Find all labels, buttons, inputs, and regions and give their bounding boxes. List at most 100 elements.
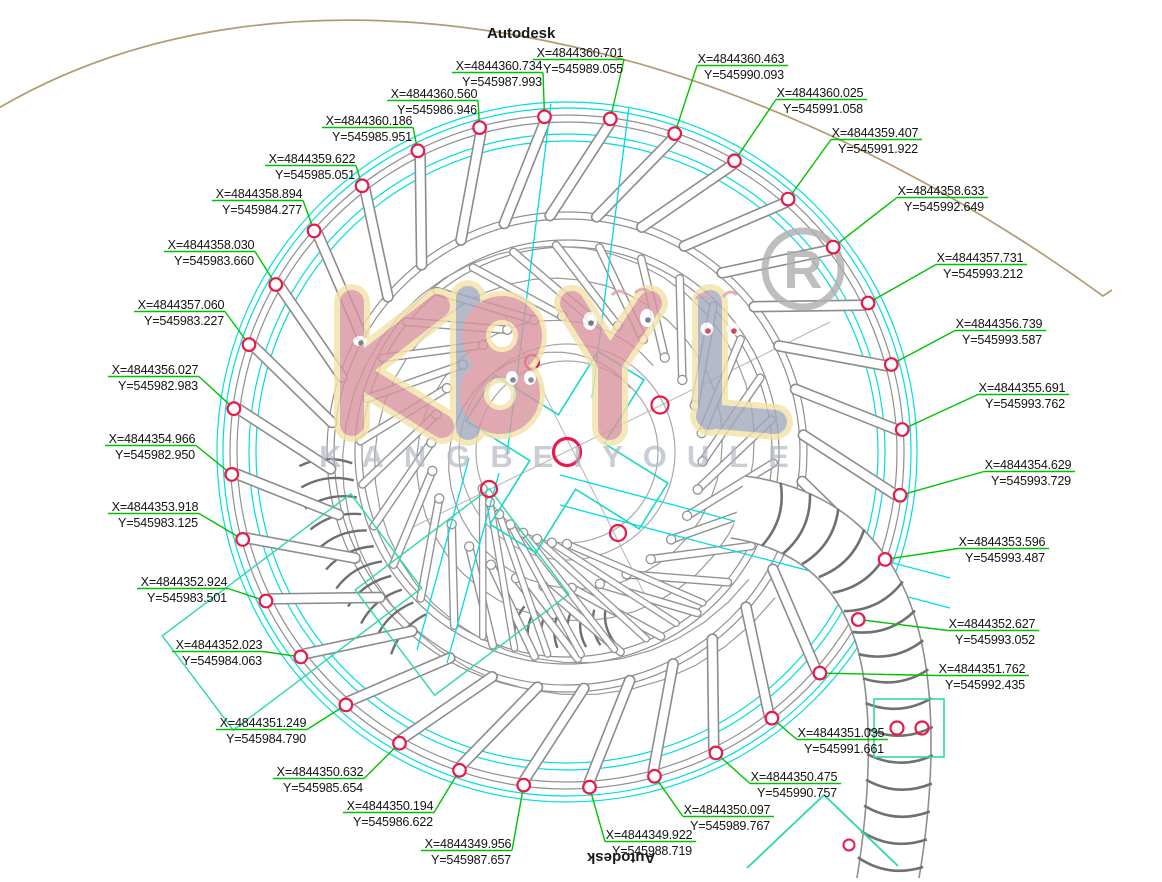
ring-circle [333,218,801,686]
tube-rib [866,752,934,764]
outer-post-fill [708,635,718,753]
tube-rib [863,804,931,819]
rod-ball-end [463,541,475,552]
watermark-subtext: KANGBEIYOULE [319,439,809,474]
watermark-letter [696,404,787,434]
support-rod-fill [534,536,649,642]
outer-post-fill [680,198,790,251]
leader-line [787,139,832,200]
tube-rib [818,528,866,579]
survey-label-x: X=4844360.734 [456,59,543,73]
platform-rect [161,492,423,732]
leader-line [884,547,959,561]
survey-label-y: Y=545983.227 [144,314,224,328]
survey-point-marker [226,401,242,417]
watermark-eye-pupil [358,340,364,346]
tube-rib [862,668,930,684]
support-rod-fill [553,242,621,329]
outer-post-fill [344,653,454,706]
survey-label-x: X=4844356.027 [112,363,199,377]
exit-point-marker [842,838,856,852]
tube-rib [852,609,916,634]
survey-label-x: X=4844350.475 [751,770,838,784]
outer-post-fill [768,565,821,675]
outer-post-fill [232,469,343,519]
tube-detail-box [873,698,945,758]
outer-post-fill [545,119,614,220]
watermark-eye-pupil [705,328,711,334]
watermark-eyebrow [610,289,627,297]
tube-rib [865,778,933,792]
survey-label-y: Y=545991.661 [804,742,884,756]
support-rod-fill [647,542,755,563]
ring-circle [248,133,886,771]
outer-post-fill [415,151,426,270]
leader-line [715,752,751,785]
outer-post-fill [456,128,486,245]
watermark-eye-pupil [588,320,594,326]
outer-post-fill [234,405,335,474]
survey-point-marker [780,191,796,207]
outer-post-fill [397,672,497,744]
autodesk-watermark-top: Autodesk [487,25,556,42]
registered-mark: R [761,227,845,311]
leader-line [306,704,347,731]
survey-label-y: Y=545984.277 [222,203,302,217]
rod-ball-end [485,559,497,570]
survey-label-y: Y=545985.051 [275,168,355,182]
outer-post-fill [637,160,737,232]
exit-chevron [746,793,899,869]
rod-ball-end [427,465,438,477]
survey-label-y: Y=545989.767 [690,819,770,833]
leader-line [653,775,684,817]
tube-point-marker [914,720,930,736]
survey-label-x: X=4844356.739 [956,317,1043,331]
platform-outline [161,492,423,732]
survey-label-y: Y=545992.435 [945,678,1025,692]
leader-line [819,672,939,677]
survey-point-marker [472,120,488,135]
watermark-letter [460,354,540,434]
support-rod-fill [520,530,617,652]
survey-point-marker [877,552,893,567]
survey-label-y: Y=545993.762 [985,397,1065,411]
survey-label-y: Y=545991.922 [838,142,918,156]
survey-label-x: X=4844349.956 [425,837,512,851]
survey-label-x: X=4844352.924 [141,575,228,589]
tube-edge [730,537,870,879]
outer-post-fill [520,684,589,785]
centre-point-marker [551,436,583,468]
survey-label-y: Y=545990.093 [704,68,784,82]
outer-post-fill [249,341,337,427]
leader-line [588,787,606,842]
survey-point-marker [708,745,724,761]
autodesk-watermark-bottom: Autodesk [587,849,656,866]
helix-rib [300,476,355,489]
survey-point-marker [224,467,240,482]
outer-post-fill [741,603,774,719]
cyan-guide-line [416,457,470,651]
outer-post-fill [266,593,385,604]
leader-line [433,769,461,813]
survey-label-y: Y=545993.052 [955,633,1035,647]
survey-label-y: Y=545993.587 [962,333,1042,347]
survey-point-marker [452,762,467,778]
outer-post-fill [584,676,634,787]
survey-label-y: Y=545986.946 [397,103,477,117]
survey-label-y: Y=545982.983 [118,379,198,393]
leader-line [198,512,244,541]
brand-watermark: KANGBEIYOULE [319,280,809,474]
survey-point-marker [293,649,309,665]
survey-point-marker [894,422,910,437]
survey-label-x: X=4844351.249 [220,716,307,730]
leader-line [899,470,985,496]
tube-body [731,476,932,878]
support-rod-fill [676,275,686,383]
outer-post-fill [592,134,678,222]
registered-letter: R [784,240,823,300]
support-rod-fill [496,511,551,657]
rod-ball-end [645,553,656,565]
survey-point-marker [850,612,866,627]
